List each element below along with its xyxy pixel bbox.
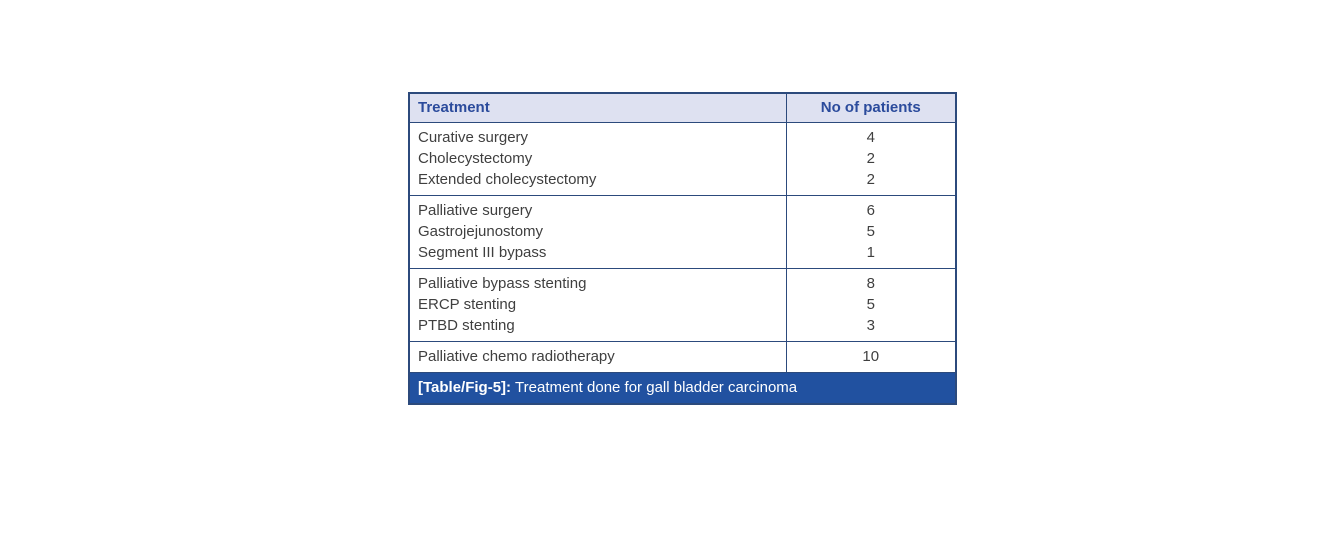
table-figure: Treatment No of patients Curative surger… <box>408 92 957 405</box>
table-row-palliative-chemo-radiotherapy: Palliative chemo radiotherapy 10 <box>410 341 955 372</box>
patients-value: 1 <box>866 244 875 261</box>
patients-cell: 4 2 2 <box>785 122 955 196</box>
treatment-cell: Palliative bypass stenting ERCP stenting… <box>410 268 786 342</box>
treatment-line: ERCP stenting <box>418 296 517 313</box>
treatment-line: Gastrojejunostomy <box>418 223 544 240</box>
table-row-group-palliative-bypass-stenting: Palliative bypass stenting ERCP stenting… <box>410 268 955 342</box>
caption-label: [Table/Fig-5]: <box>418 379 512 396</box>
treatment-line: Palliative chemo radiotherapy <box>418 348 615 365</box>
patients-value: 5 <box>866 223 875 240</box>
table-header-row: Treatment No of patients <box>410 94 955 123</box>
treatment-line: Palliative bypass stenting <box>418 275 587 292</box>
treatment-line: PTBD stenting <box>418 317 515 334</box>
treatment-line: Cholecystectomy <box>418 150 533 167</box>
treatment-line: Extended cholecystectomy <box>418 171 597 188</box>
patients-value: 2 <box>866 150 875 167</box>
treatment-cell: Palliative chemo radiotherapy <box>410 341 786 372</box>
column-header-no-of-patients: No of patients <box>785 94 955 123</box>
column-header-treatment: Treatment <box>410 94 786 123</box>
patients-value: 10 <box>862 348 880 365</box>
treatment-cell: Palliative surgery Gastrojejunostomy Seg… <box>410 195 786 269</box>
patients-value: 5 <box>866 296 875 313</box>
treatment-cell: Curative surgery Cholecystectomy Extende… <box>410 123 786 196</box>
patients-value: 3 <box>866 317 875 334</box>
treatment-line: Segment III bypass <box>418 244 547 261</box>
treatment-table: Treatment No of patients Curative surger… <box>410 94 955 372</box>
table-row-group-palliative-surgery: Palliative surgery Gastrojejunostomy Seg… <box>410 195 955 269</box>
table-caption: [Table/Fig-5]: Treatment done for gall bl… <box>410 372 955 403</box>
treatment-line: Palliative surgery <box>418 202 533 219</box>
patients-value: 4 <box>866 129 875 146</box>
patients-cell: 8 5 3 <box>785 268 955 342</box>
caption-text: Treatment done for gall bladder carcinom… <box>515 379 798 396</box>
patients-value: 6 <box>866 202 875 219</box>
patients-cell: 6 5 1 <box>785 195 955 269</box>
patients-cell: 10 <box>785 341 955 372</box>
table-row-group-curative-surgery: Curative surgery Cholecystectomy Extende… <box>410 122 955 196</box>
patients-value: 2 <box>866 171 875 188</box>
patients-value: 8 <box>866 275 875 292</box>
treatment-line: Curative surgery <box>418 129 529 146</box>
